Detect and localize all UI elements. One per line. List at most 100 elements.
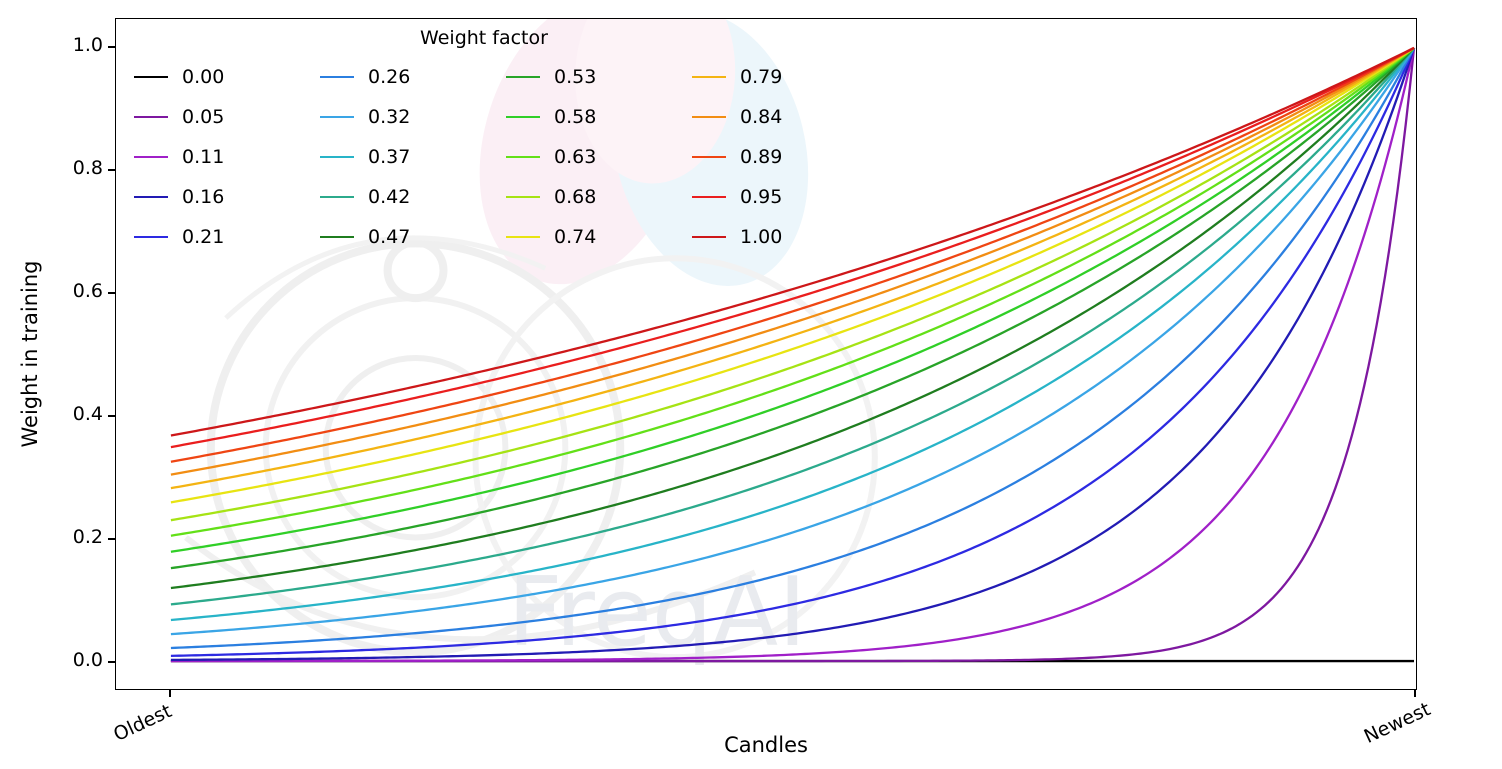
curve-0.58 — [170, 47, 1415, 553]
legend-swatch — [692, 236, 726, 238]
legend-label: 0.42 — [368, 186, 411, 208]
legend-label: 0.89 — [740, 146, 783, 168]
curve-0.63 — [170, 47, 1415, 537]
legend-entry: 0.26 — [320, 66, 462, 88]
y-tick-label: 0.6 — [72, 280, 103, 302]
legend-entry: 0.11 — [134, 146, 276, 168]
legend-swatch — [506, 196, 540, 198]
curve-1.00 — [170, 46, 1415, 437]
legend-entry: 0.21 — [134, 226, 276, 248]
curve-0.53 — [170, 47, 1415, 570]
x-axis-label: Candles — [724, 733, 808, 757]
legend-label: 0.79 — [740, 66, 783, 88]
y-tick-mark — [108, 415, 115, 417]
curve-0.74 — [170, 46, 1415, 504]
legend-label: 0.68 — [554, 186, 597, 208]
legend-entry: 0.95 — [692, 186, 834, 208]
curve-0.47 — [170, 47, 1415, 590]
legend-swatch — [320, 76, 354, 78]
y-axis-label: Weight in training — [18, 260, 42, 448]
legend-swatch — [320, 156, 354, 158]
curve-0.26 — [170, 47, 1416, 650]
curve-0.21 — [170, 47, 1416, 657]
curve-0.32 — [170, 47, 1415, 636]
freqai-watermark: FreqAI — [184, 19, 878, 668]
legend-label: 0.37 — [368, 146, 411, 168]
legend-entry: 0.42 — [320, 186, 462, 208]
legend-swatch — [692, 156, 726, 158]
y-tick-mark — [108, 538, 115, 540]
legend-label: 0.47 — [368, 226, 411, 248]
x-tick-mark — [169, 690, 171, 697]
legend-entry: 0.63 — [506, 146, 648, 168]
watermark-text: FreqAI — [507, 556, 806, 668]
legend-entry: 0.58 — [506, 106, 648, 128]
legend-label: 0.26 — [368, 66, 411, 88]
legend-swatch — [134, 76, 168, 78]
y-tick-label: 0.2 — [72, 526, 103, 548]
legend-swatch — [320, 116, 354, 118]
y-tick-label: 1.0 — [72, 34, 103, 56]
legend-swatch — [692, 76, 726, 78]
legend-swatch — [506, 156, 540, 158]
curve-0.84 — [170, 46, 1415, 476]
y-tick-mark — [108, 661, 115, 663]
y-tick-mark — [108, 292, 115, 294]
legend-label: 0.21 — [182, 226, 225, 248]
legend-swatch — [506, 76, 540, 78]
legend-entry: 0.16 — [134, 186, 276, 208]
legend-label: 0.05 — [182, 106, 225, 128]
legend-label: 0.11 — [182, 146, 225, 168]
legend-swatch — [134, 196, 168, 198]
legend-swatch — [134, 236, 168, 238]
legend-entry: 0.53 — [506, 66, 648, 88]
curve-0.37 — [170, 47, 1415, 622]
curve-0.89 — [170, 46, 1415, 463]
legend-label: 0.84 — [740, 106, 783, 128]
legend-entry: 0.89 — [692, 146, 834, 168]
y-tick-mark — [108, 46, 115, 48]
curve-0.79 — [170, 46, 1415, 490]
legend-entry: 0.32 — [320, 106, 462, 128]
y-tick-label: 0.8 — [72, 157, 103, 179]
legend-label: 0.00 — [182, 66, 225, 88]
legend-entry: 0.47 — [320, 226, 462, 248]
curve-0.42 — [170, 47, 1415, 606]
legend-label: 0.95 — [740, 186, 783, 208]
legend-entry: 0.00 — [134, 66, 276, 88]
legend-entry: 0.84 — [692, 106, 834, 128]
legend-label: 0.53 — [554, 66, 597, 88]
legend-label: 0.74 — [554, 226, 597, 248]
legend-swatch — [134, 116, 168, 118]
legend-entry: 0.05 — [134, 106, 276, 128]
legend-swatch — [134, 156, 168, 158]
curve-0.16 — [170, 47, 1416, 662]
curve-0.68 — [170, 46, 1415, 522]
y-tick-label: 0.4 — [72, 403, 103, 425]
legend-swatch — [320, 196, 354, 198]
legend-label: 0.32 — [368, 106, 411, 128]
legend-swatch — [506, 236, 540, 238]
legend-entry: 0.68 — [506, 186, 648, 208]
legend-entry: 0.79 — [692, 66, 834, 88]
legend-swatch — [692, 116, 726, 118]
legend-entry: 0.37 — [320, 146, 462, 168]
y-tick-label: 0.0 — [72, 649, 103, 671]
curve-0.95 — [170, 46, 1415, 449]
curves-group — [170, 46, 1416, 663]
legend-swatch — [506, 116, 540, 118]
legend-label: 0.16 — [182, 186, 225, 208]
legend-grid: 0.00 0.05 0.11 0.16 0.21 0.26 0.32 0.37 0.42 0.47… — [134, 57, 834, 257]
plot-canvas: FreqAI — [170, 19, 1416, 668]
legend-entry: 0.74 — [506, 226, 648, 248]
legend-swatch — [320, 236, 354, 238]
legend-entry: 1.00 — [692, 226, 834, 248]
legend-title: Weight factor — [420, 27, 548, 49]
legend-label: 0.58 — [554, 106, 597, 128]
plot-area: FreqAI Weight factor 0.00 0.05 0.11 0.16 0.2… — [115, 18, 1417, 690]
legend-label: 0.63 — [554, 146, 597, 168]
y-tick-mark — [108, 169, 115, 171]
legend: Weight factor 0.00 0.05 0.11 0.16 0.21 0.26 0.… — [134, 27, 834, 257]
curve-0.11 — [170, 47, 1416, 663]
